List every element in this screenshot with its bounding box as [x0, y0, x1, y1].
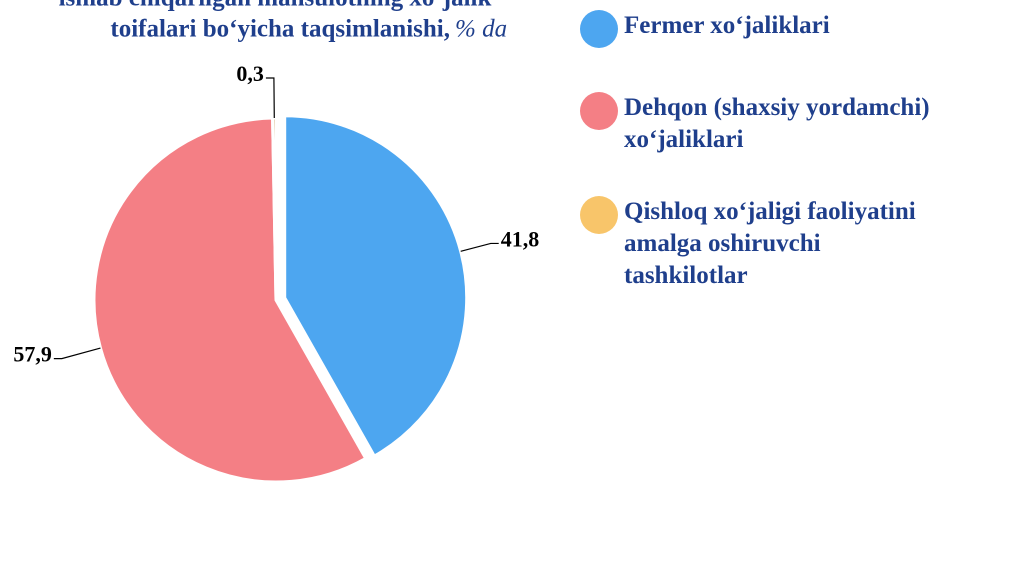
legend-swatch	[580, 92, 618, 130]
legend-swatch	[580, 10, 618, 48]
pie-slice	[283, 114, 469, 459]
data-label: 57,9	[13, 342, 52, 367]
pie-slice	[92, 116, 368, 484]
legend-label: Dehqon (shaxsiy yordamchi) xo‘jaliklari	[624, 94, 930, 153]
leader-line	[460, 242, 499, 252]
chart-title: toifalari bo‘yicha taqsimlanishi,	[110, 16, 450, 43]
leader-line	[53, 347, 101, 360]
leader-line	[265, 77, 275, 119]
chart-unit: % da	[455, 16, 507, 43]
legend-item: Fermer xo‘jaliklari	[580, 10, 1010, 48]
data-label: 41,8	[501, 226, 540, 251]
legend-item: Dehqon (shaxsiy yordamchi) xo‘jaliklari	[580, 92, 1010, 156]
data-label: 0,3	[236, 61, 264, 86]
legend-swatch	[580, 196, 618, 234]
legend-item: Qishloq xo‘jaligi faoliyatini amalga osh…	[580, 196, 920, 292]
legend-label: Qishloq xo‘jaligi faoliyatini amalga osh…	[624, 198, 916, 289]
legend-label: Fermer xo‘jaliklari	[624, 12, 830, 39]
chart-title: ishlab chiqarilgan mahsulotning xo‘jalik	[59, 0, 492, 12]
